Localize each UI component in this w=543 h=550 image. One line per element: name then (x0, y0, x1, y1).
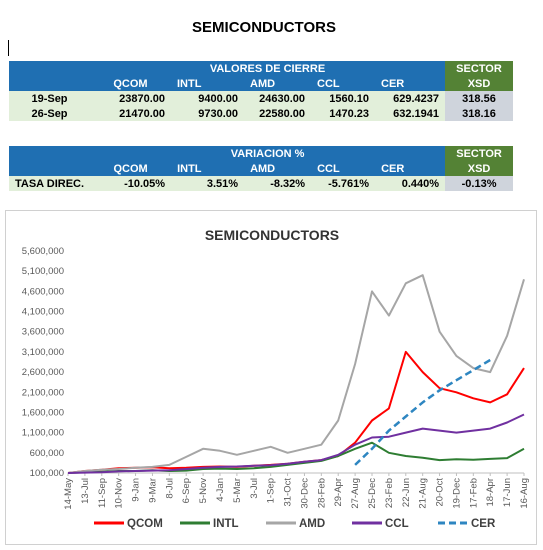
sector-sub: XSD (445, 76, 513, 91)
cell-value: 24630.00 (259, 92, 305, 105)
x-tick-label: 16-Aug (519, 478, 530, 509)
cell-value: 9400.00 (198, 92, 238, 105)
x-tick-label: 18-Apr (485, 478, 496, 507)
cell-value: 629.4237 (393, 92, 439, 105)
cell-value: 23870.00 (119, 92, 165, 105)
sector-label: SECTOR (445, 146, 514, 161)
x-tick-label: 6-Sep (181, 478, 192, 503)
x-tick-label: 5-Nov (198, 478, 209, 504)
y-tick-label: 100,000 (30, 468, 64, 479)
x-tick-label: 1-Sep (266, 478, 277, 503)
y-tick-label: 5,600,000 (22, 246, 64, 257)
cell-value: 22580.00 (259, 107, 305, 120)
x-tick-label: 21-Aug (418, 478, 429, 509)
y-tick-label: 1,600,000 (22, 407, 64, 418)
col-header: QCOM (90, 161, 172, 176)
row-label: 19-Sep (31, 92, 68, 105)
y-tick-label: 2,600,000 (22, 367, 64, 378)
x-tick-label: 14-May (63, 478, 74, 510)
sector-value: 318.56 (445, 91, 513, 106)
sector-label: SECTOR (445, 61, 513, 76)
table-row: TASA DIREC. -10.05% 3.51% -8.32% -5.761%… (9, 176, 514, 191)
x-tick-label: 4-Jan (215, 478, 226, 502)
table-row: 26-Sep 21470.00 9730.00 22580.00 1470.23… (9, 106, 513, 121)
x-tick-label: 9-Jan (131, 478, 142, 502)
cell-value: -5.761% (328, 177, 370, 190)
col-header: AMD (244, 161, 312, 176)
x-tick-label: 9-Mar (147, 478, 158, 503)
cell-value: 9730.00 (198, 107, 238, 120)
y-tick-label: 3,600,000 (22, 327, 64, 338)
y-tick-label: 4,100,000 (22, 307, 64, 318)
legend-label: INTL (213, 518, 239, 530)
row-label: 26-Sep (31, 107, 68, 120)
closing-values-header: VALORES DE CIERRE (90, 61, 445, 76)
series-line-qcom (67, 350, 525, 474)
variation-header: VARIACION % (90, 146, 446, 161)
y-tick-label: 600,000 (30, 448, 64, 459)
row-label: TASA DIREC. (15, 177, 85, 190)
x-tick-label: 20-Oct (435, 478, 446, 507)
y-tick-label: 1,100,000 (22, 428, 64, 439)
col-header: INTL (171, 76, 244, 91)
series-line-cer (354, 358, 491, 466)
x-tick-label: 5-Mar (232, 478, 243, 503)
closing-values-table: VALORES DE CIERRE SECTOR QCOM INTL AMD C… (9, 61, 513, 121)
col-header: CCL (311, 76, 375, 91)
x-tick-label: 17-Jun (502, 478, 513, 507)
chart-container: SEMICONDUCTORS 100,000 600,000 1,100,000 1,… (5, 210, 537, 545)
cell-value: 3.51% (206, 177, 239, 190)
page-title: SEMICONDUCTORS (192, 19, 336, 36)
series-line-amd (67, 274, 525, 474)
x-tick-label: 28-Feb (316, 478, 327, 508)
col-header: QCOM (90, 76, 171, 91)
x-tick-label: 30-Dec (299, 478, 310, 509)
x-tick-label: 11-Sep (97, 478, 108, 508)
table-row: 19-Sep 23870.00 9400.00 24630.00 1560.10… (9, 91, 513, 106)
x-tick-label: 10-Nov (114, 478, 125, 509)
series-line-ccl (67, 413, 525, 474)
x-tick-label: 31-Oct (283, 478, 294, 507)
sector-value: 318.16 (445, 106, 513, 121)
cell-value: -8.32% (270, 177, 306, 190)
y-tick-label: 3,100,000 (22, 347, 64, 358)
legend-label: CCL (385, 518, 409, 530)
x-tick-label: 27-Aug (350, 478, 361, 509)
x-tick-label: 29-Apr (333, 478, 344, 507)
x-tick-label: 8-Jul (164, 478, 175, 499)
cell-value: 1560.10 (329, 92, 369, 105)
x-tick-label: 22-Jun (401, 478, 412, 507)
col-header: CER (375, 76, 445, 91)
line-chart: 100,000 600,000 1,100,000 1,600,000 2,100,00… (22, 246, 530, 530)
col-header: INTL (171, 161, 245, 176)
variation-table: VARIACION % SECTOR QCOM INTL AMD CCL CER… (9, 146, 514, 191)
x-tick-label: 3-Jul (249, 478, 260, 499)
x-tick-label: 17-Feb (468, 478, 479, 508)
cell-value: 632.1941 (393, 107, 439, 120)
y-tick-label: 4,600,000 (22, 286, 64, 297)
x-tick-label: 23-Feb (384, 478, 395, 508)
y-tick-label: 2,100,000 (22, 387, 64, 398)
y-tick-label: 5,100,000 (22, 266, 64, 277)
cell-value: -10.05% (124, 177, 166, 190)
cell-value: 21470.00 (119, 107, 165, 120)
x-tick-label: 25-Dec (367, 478, 378, 509)
col-header: CER (375, 161, 446, 176)
legend-label: QCOM (127, 518, 163, 530)
cell-value: 0.440% (401, 177, 440, 190)
sector-sub: XSD (445, 161, 514, 176)
legend-label: AMD (299, 518, 325, 530)
col-header: CCL (311, 161, 376, 176)
text-cursor (8, 40, 9, 56)
x-tick-label: 19-Dec (451, 478, 462, 509)
col-header: AMD (244, 76, 311, 91)
chart-title: SEMICONDUCTORS (204, 227, 340, 243)
legend-label: CER (471, 518, 496, 530)
cell-value: 1470.23 (329, 107, 369, 120)
x-tick-label: 13-Jul (80, 478, 91, 504)
sector-value: -0.13% (445, 176, 514, 191)
